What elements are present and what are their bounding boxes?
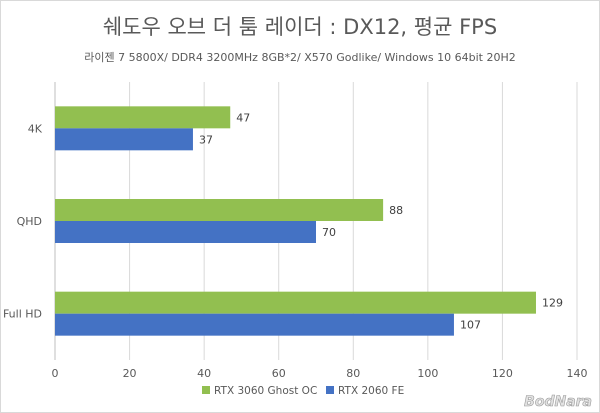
category-labels: 4K QHD Full HD: [3, 122, 43, 320]
legend-label: RTX 2060 FE: [338, 385, 404, 397]
x-tick-label: 0: [52, 367, 59, 380]
data-labels: 47 37 88 70 129 107: [199, 111, 563, 331]
data-label: 70: [322, 226, 336, 239]
bar-rtx2060: [55, 128, 193, 151]
category-label: 4K: [28, 122, 43, 135]
bars: [55, 106, 536, 336]
category-label: Full HD: [3, 308, 42, 321]
legend: RTX 3060 Ghost OC RTX 2060 FE: [202, 385, 404, 397]
category-label: QHD: [17, 215, 42, 228]
x-tick-label: 60: [272, 367, 286, 380]
x-tick-label: 140: [567, 367, 588, 380]
bar-rtx2060: [55, 313, 454, 336]
data-label: 107: [460, 319, 481, 332]
chart-title: 쉐도우 오브 더 툼 레이더 : DX12, 평균 FPS: [103, 15, 497, 39]
legend-swatch: [202, 386, 210, 394]
legend-label: RTX 3060 Ghost OC: [214, 385, 317, 397]
watermark: BodNara: [524, 394, 592, 410]
data-label: 47: [236, 111, 250, 124]
x-tick-label: 80: [346, 367, 360, 380]
bar-rtx3060: [55, 199, 384, 221]
bar-rtx3060: [55, 106, 231, 129]
bar-rtx2060: [55, 221, 316, 243]
data-label: 88: [389, 204, 403, 217]
x-tick-label: 100: [417, 367, 438, 380]
x-tick-labels: 0 20 40 60 80 100 120 140: [52, 367, 588, 380]
legend-swatch: [326, 386, 334, 394]
data-label: 37: [199, 133, 213, 146]
x-tick-label: 120: [492, 367, 513, 380]
chart-subtitle: 라이젠 7 5800X/ DDR4 3200MHz 8GB*2/ X570 Go…: [84, 51, 516, 64]
bar-rtx3060: [55, 291, 536, 314]
x-tick-label: 20: [123, 367, 137, 380]
x-tick-label: 40: [197, 367, 211, 380]
data-label: 129: [542, 297, 563, 310]
